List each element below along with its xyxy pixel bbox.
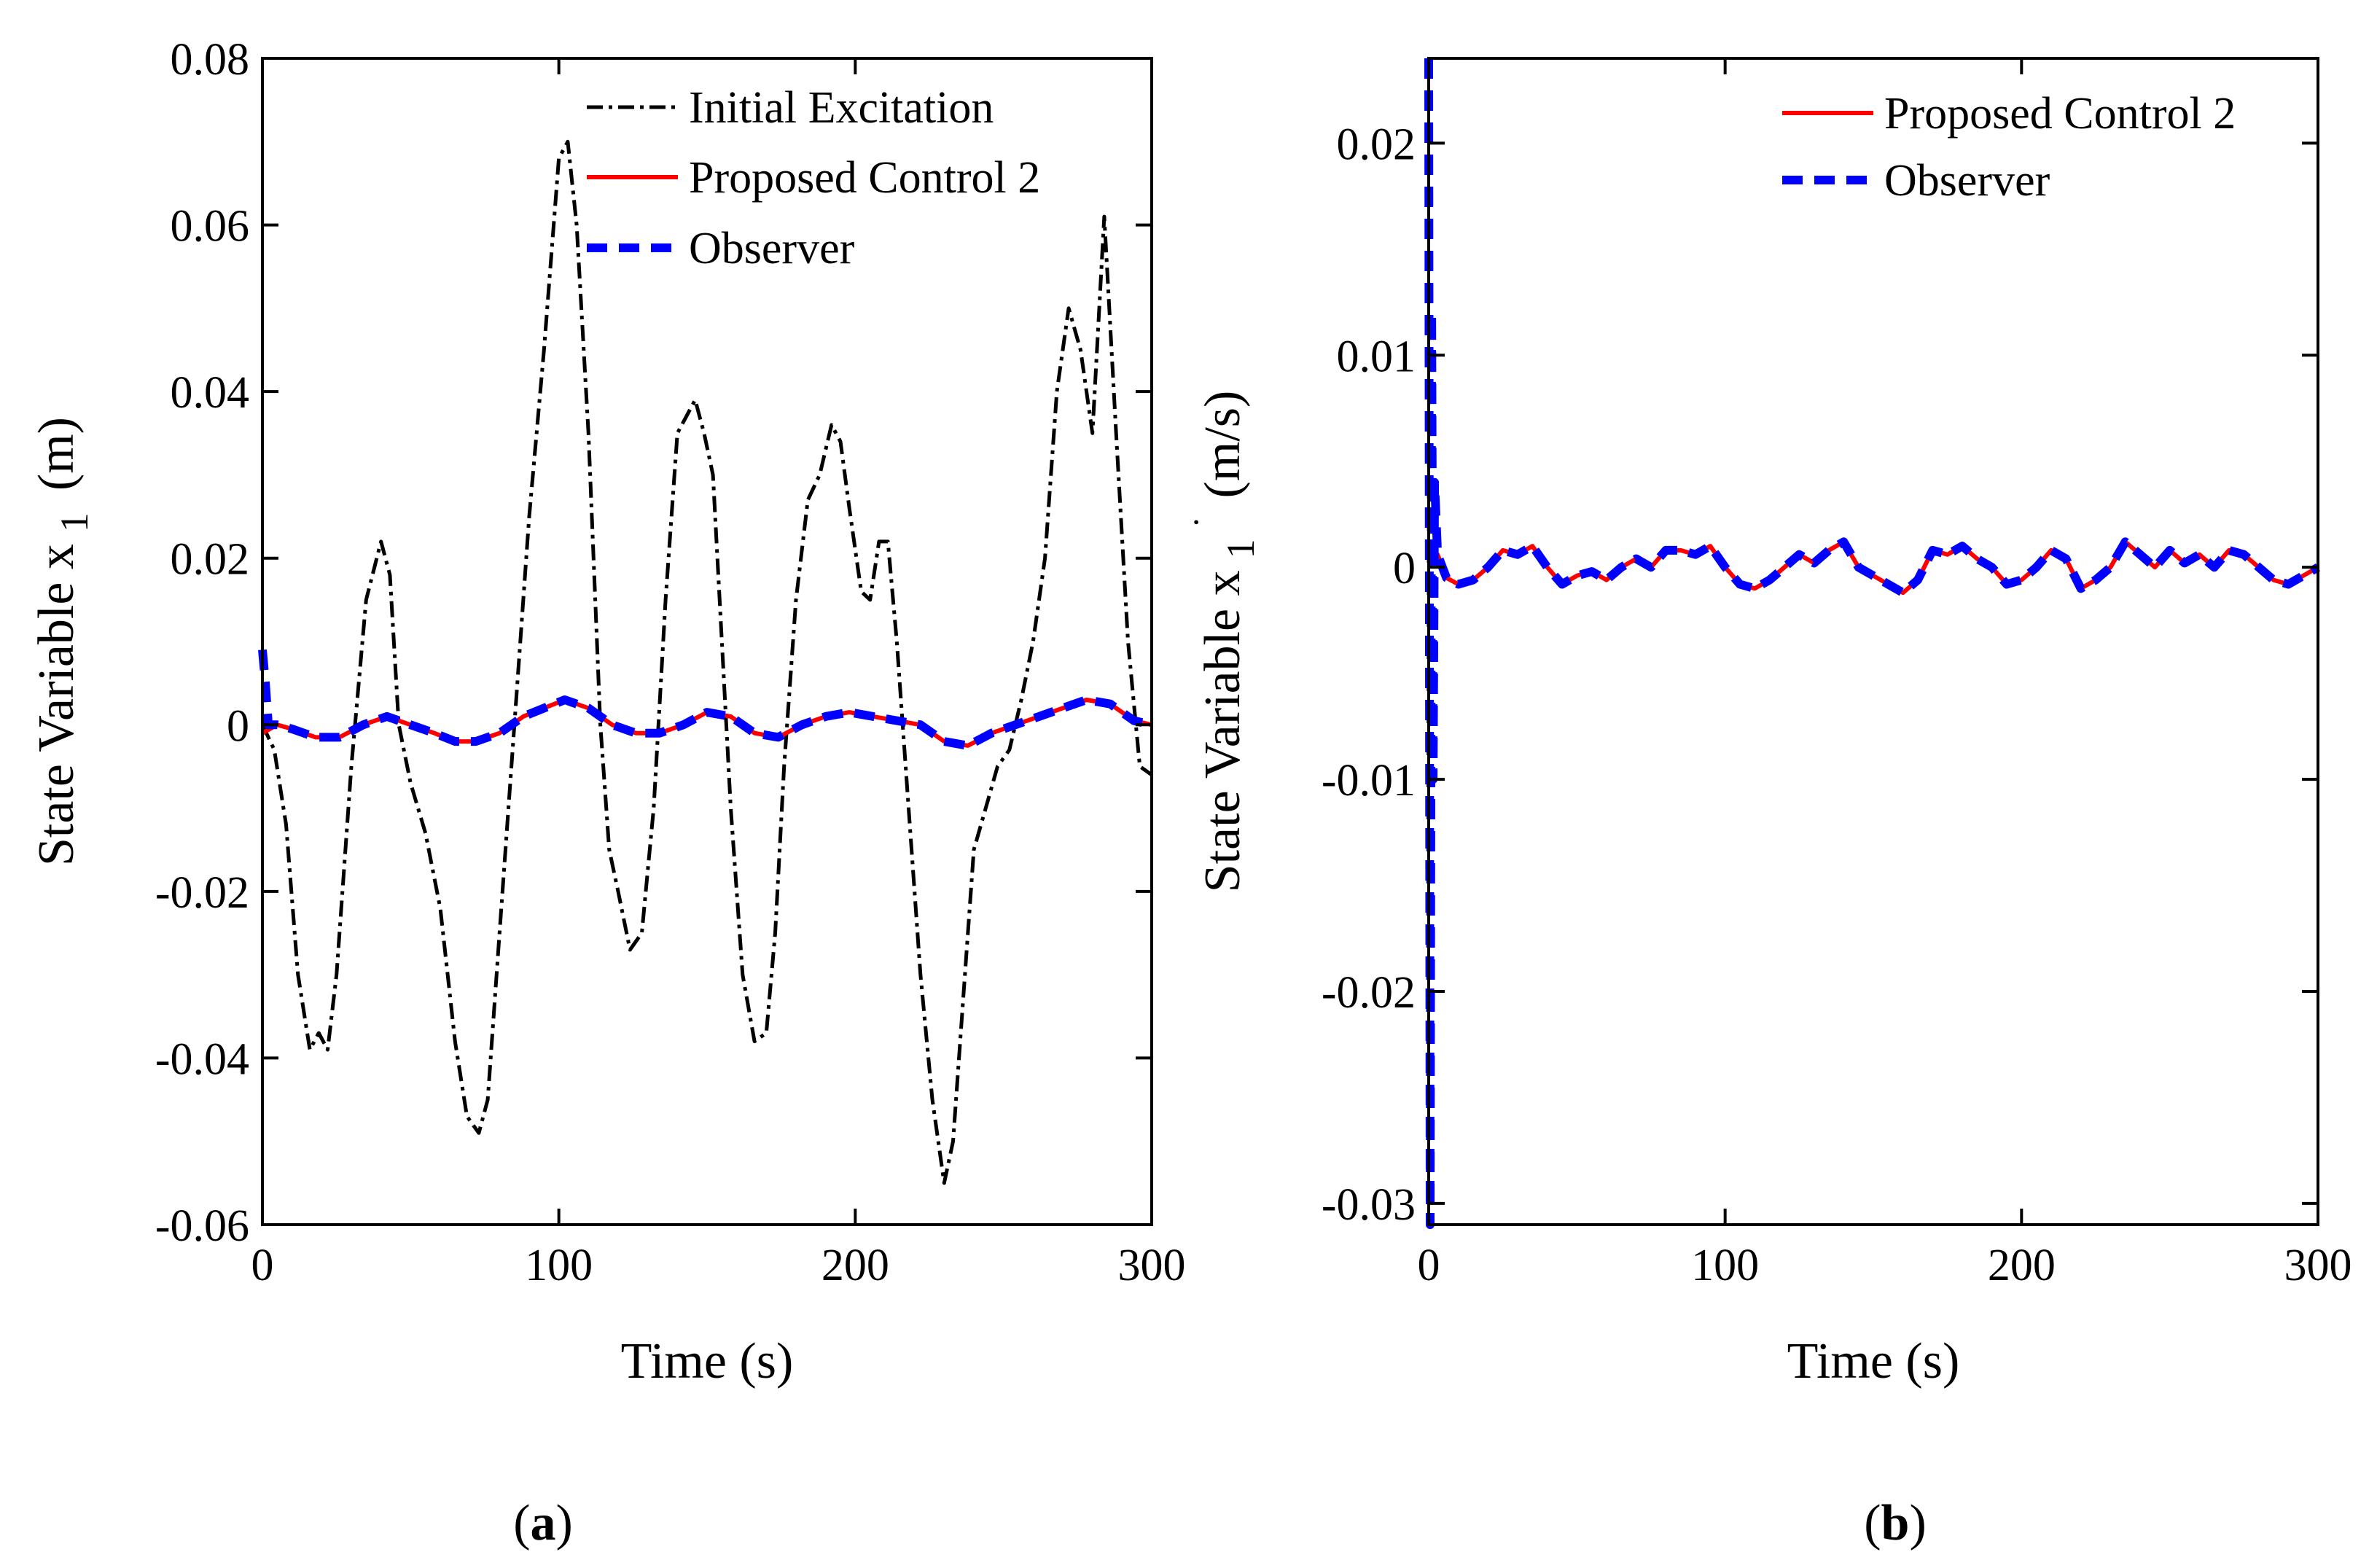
panel-a-series-initial-excitation <box>260 139 1153 1185</box>
panel-b-y-tick-label: 0.02 <box>1337 120 1416 169</box>
panel-b-y-tick-label: 0 <box>1393 544 1416 593</box>
panel-a-series-proposed-control-2 <box>261 698 1152 748</box>
panel-b-y-tick-label: -0.01 <box>1322 756 1416 806</box>
panel-a-y-axis-label: State Variable x 1 (m) <box>28 417 96 866</box>
panel-b-y-axis-label: State Variable x 1 ˙ (m/s) <box>1185 391 1262 893</box>
panel-a-chart: 0 100 200 300 -0.06 -0.04 -0.02 0 0.02 0.04 0.06 0.… <box>28 35 1186 1551</box>
panel-a-x-tick-label: 200 <box>821 1241 889 1290</box>
panel-b-y-axis-label-dot: ˙ <box>1185 515 1229 528</box>
panel-b-ticks: 0 100 200 300 -0.03 -0.02 -0.01 0 0.01 0.02 <box>1322 58 2352 1290</box>
panel-b-y-axis-label-subscript: 1 <box>1219 539 1262 558</box>
panel-b-x-tick-label: 200 <box>1988 1241 2056 1290</box>
panel-a-y-tick-label: -0.04 <box>155 1034 249 1084</box>
panel-b-x-axis-label: Time (s) <box>1787 1333 1960 1389</box>
panel-b-y-axis-label-unit: (m/s) <box>1195 391 1251 499</box>
panel-b-y-tick-label: 0.01 <box>1337 332 1416 381</box>
panel-a-y-axis-label-unit: (m) <box>28 417 85 491</box>
panel-a-ticks: 0 100 200 300 -0.06 -0.04 -0.02 0 0.02 0.04 0.06 0.… <box>155 35 1186 1290</box>
panel-a-y-tick-label: 0.06 <box>171 202 250 251</box>
legend-b-label-observer: Observer <box>1884 156 2050 206</box>
panel-b-caption-open: ( <box>1864 1495 1881 1551</box>
panel-a-y-tick-label: -0.02 <box>155 868 249 918</box>
panel-a-y-tick-label: 0.08 <box>171 35 250 85</box>
legend-a-label-observer: Observer <box>689 224 855 273</box>
panel-b-caption: (b) <box>1864 1495 1927 1551</box>
panel-a-legend: Initial Excitation Proposed Control 2 Ob… <box>587 83 1040 273</box>
panel-b-x-tick-label: 300 <box>2284 1241 2352 1290</box>
panel-b-chart: 0 100 200 300 -0.03 -0.02 -0.01 0 0.01 0.02 Time … <box>1185 57 2352 1551</box>
panel-b-axes-box <box>1427 57 2319 1226</box>
panel-a-series-observer <box>258 649 1153 750</box>
panel-a-y-tick-label: -0.06 <box>155 1201 249 1251</box>
panel-b-y-tick-label: -0.03 <box>1322 1180 1416 1230</box>
panel-a-y-tick-label: 0.02 <box>171 535 250 585</box>
panel-b-caption-letter: b <box>1881 1495 1910 1551</box>
panel-a-caption-open: ( <box>513 1495 530 1551</box>
panel-b-y-tick-label: -0.02 <box>1322 968 1416 1018</box>
panel-b-y-axis-label-main: State Variable x <box>1195 570 1251 892</box>
legend-a-label-proposed-control-2: Proposed Control 2 <box>689 153 1040 203</box>
panel-a-x-tick-label: 100 <box>525 1241 593 1290</box>
panel-a-x-axis-label: Time (s) <box>621 1333 794 1389</box>
panel-b-legend: Proposed Control 2 Observer <box>1782 89 2236 206</box>
panel-b-series-observer <box>1424 58 2320 1229</box>
panel-a-caption-letter: a <box>531 1495 556 1551</box>
panel-b-x-tick-label: 0 <box>1418 1241 1440 1290</box>
legend-a-label-initial-excitation: Initial Excitation <box>689 83 994 133</box>
panel-a-x-tick-label: 300 <box>1118 1241 1186 1290</box>
panel-b-caption-close: ) <box>1909 1495 1926 1551</box>
panel-a-caption-close: ) <box>556 1495 573 1551</box>
panel-a-y-tick-label: 0 <box>227 701 249 751</box>
panel-b-plot-area <box>1424 58 2320 1229</box>
panel-a-x-tick-label: 0 <box>251 1241 274 1290</box>
panel-b-x-tick-label: 100 <box>1691 1241 1759 1290</box>
panel-a-y-axis-label-main: State Variable x <box>28 544 85 866</box>
panel-a-plot-area <box>258 139 1153 1185</box>
panel-a-y-tick-label: 0.04 <box>171 368 250 418</box>
panel-a-caption: (a) <box>513 1495 573 1551</box>
panel-a-y-axis-label-subscript: 1 <box>52 512 96 532</box>
legend-b-label-proposed-control-2: Proposed Control 2 <box>1884 89 2236 139</box>
panel-a-axes-box <box>261 57 1153 1226</box>
